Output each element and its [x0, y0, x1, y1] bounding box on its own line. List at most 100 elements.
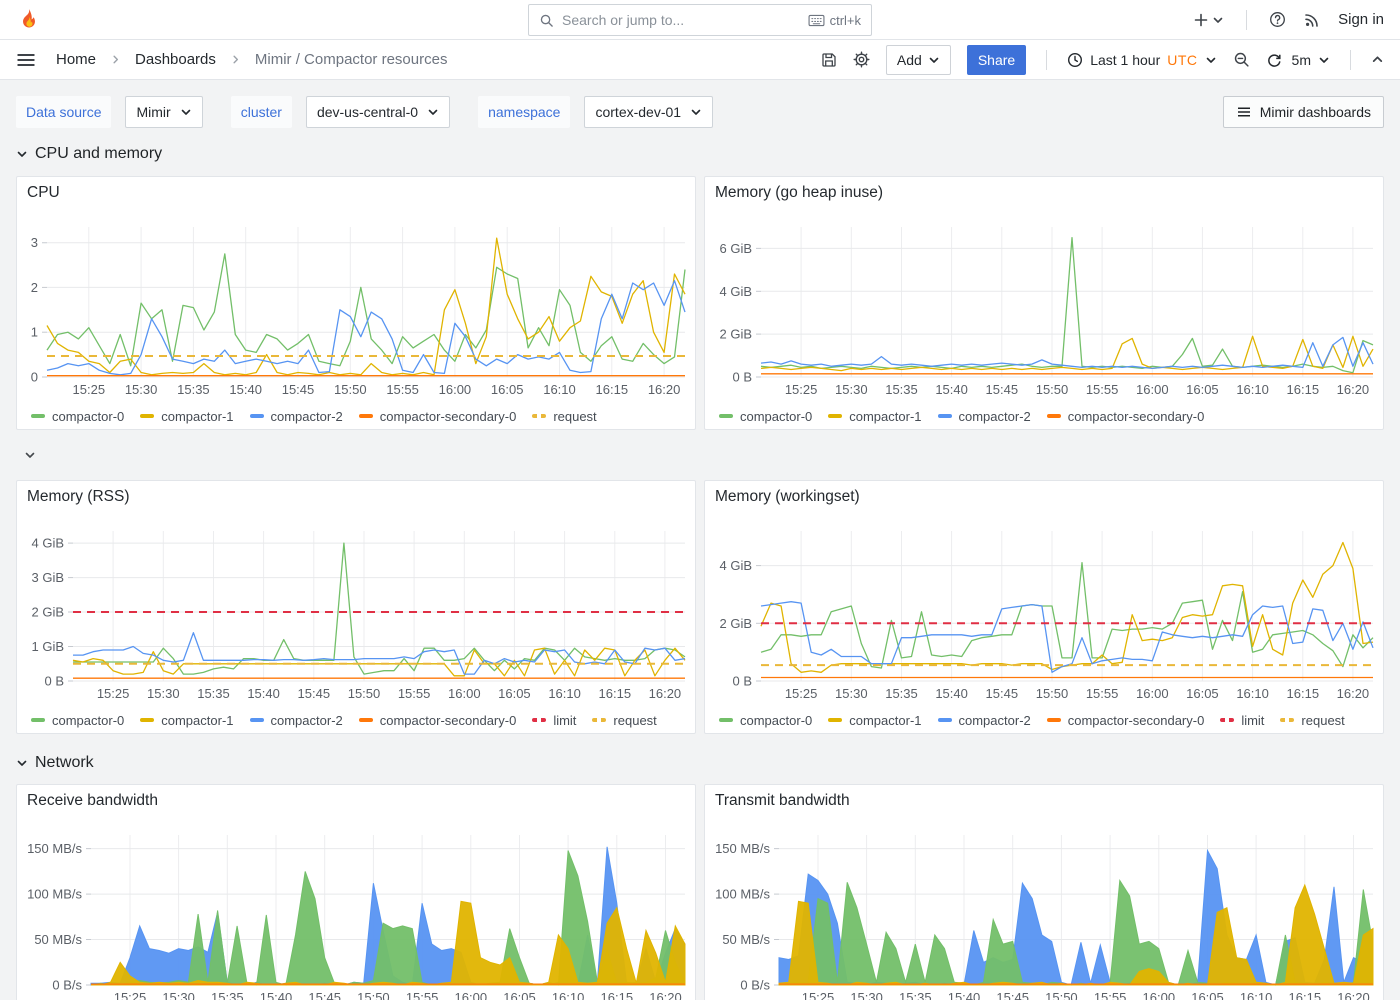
- svg-text:0 B/s: 0 B/s: [52, 978, 82, 993]
- legend-item-compactor-0[interactable]: compactor-0: [719, 713, 812, 728]
- legend-item-compactor-2[interactable]: compactor-2: [937, 409, 1031, 424]
- variable-namespace: namespace cortex-dev-01: [478, 96, 714, 128]
- variable-label-datasource[interactable]: Data source: [16, 96, 112, 128]
- collapse-toolbar-button[interactable]: [1371, 53, 1384, 66]
- svg-text:15:50: 15:50: [1036, 686, 1069, 701]
- legend-swatch: [532, 718, 547, 722]
- svg-text:15:25: 15:25: [97, 686, 130, 701]
- search-input[interactable]: [562, 12, 800, 28]
- grafana-logo-icon[interactable]: [16, 7, 42, 33]
- legend-item-compactor-secondary-0[interactable]: compactor-secondary-0: [358, 409, 516, 424]
- mega-menu-button[interactable]: [16, 50, 36, 70]
- panel-title-cpu[interactable]: CPU: [27, 184, 60, 201]
- chevron-down-icon: [1212, 14, 1224, 26]
- legend-item-compactor-0[interactable]: compactor-0: [31, 409, 124, 424]
- legend-item-limit[interactable]: limit: [1220, 713, 1264, 728]
- dashboard-settings-button[interactable]: [853, 51, 870, 68]
- share-button[interactable]: Share: [966, 44, 1027, 75]
- legend-item-limit[interactable]: limit: [532, 713, 576, 728]
- svg-text:15:45: 15:45: [298, 686, 331, 701]
- mimir-dashboards-button[interactable]: Mimir dashboards: [1222, 96, 1384, 128]
- svg-text:16:15: 16:15: [1289, 990, 1322, 1000]
- legend-item-compactor-secondary-0[interactable]: compactor-secondary-0: [1046, 713, 1204, 728]
- svg-text:0 B/s: 0 B/s: [740, 978, 770, 993]
- panel-transmit-bandwidth: Transmit bandwidth 15:25 15:30 15:35 15:40 1…: [704, 784, 1384, 1000]
- variable-label-cluster[interactable]: cluster: [230, 96, 292, 128]
- time-range-picker[interactable]: Last 1 hour UTC: [1067, 52, 1216, 68]
- gear-icon: [853, 51, 870, 68]
- svg-text:2 GiB: 2 GiB: [31, 605, 64, 620]
- svg-text:15:50: 15:50: [1045, 990, 1078, 1000]
- svg-text:15:55: 15:55: [406, 990, 439, 1000]
- legend-item-compactor-1[interactable]: compactor-1: [828, 409, 922, 424]
- variable-label-namespace[interactable]: namespace: [478, 96, 571, 128]
- zoom-out-time-button[interactable]: [1233, 51, 1250, 68]
- legend-swatch: [592, 718, 607, 722]
- panel-title-receive-bandwidth[interactable]: Receive bandwidth: [27, 792, 158, 809]
- top-nav-actions: Sign in: [1193, 9, 1384, 30]
- breadcrumb-home[interactable]: Home: [56, 51, 97, 68]
- panel-title-memory-workingset[interactable]: Memory (workingset): [715, 488, 860, 505]
- legend-item-compactor-1[interactable]: compactor-1: [828, 713, 922, 728]
- legend-item-compactor-2[interactable]: compactor-2: [249, 409, 343, 424]
- search-box[interactable]: ctrl+k: [528, 4, 872, 36]
- svg-text:15:30: 15:30: [147, 686, 180, 701]
- add-panel-button[interactable]: Add: [885, 44, 951, 75]
- legend-item-compactor-0[interactable]: compactor-0: [719, 409, 812, 424]
- refresh-picker[interactable]: 5m: [1266, 52, 1330, 68]
- row-header-network[interactable]: Network: [16, 750, 1384, 776]
- svg-text:4 GiB: 4 GiB: [719, 558, 752, 573]
- legend-item-compactor-secondary-0[interactable]: compactor-secondary-0: [1046, 409, 1204, 424]
- svg-text:16:05: 16:05: [503, 990, 536, 1000]
- legend-item-compactor-1[interactable]: compactor-1: [140, 713, 234, 728]
- legend-item-request[interactable]: request: [1280, 713, 1345, 728]
- chart-memory-rss[interactable]: 15:25 15:30 15:35 15:40 15:45 15:50 15:55 16:00…: [17, 509, 695, 707]
- variable-value-text: cortex-dev-01: [595, 104, 682, 120]
- panel-title-transmit-bandwidth[interactable]: Transmit bandwidth: [715, 792, 850, 809]
- legend-item-compactor-2[interactable]: compactor-2: [937, 713, 1031, 728]
- legend-item-compactor-0[interactable]: compactor-0: [31, 713, 124, 728]
- chart-transmit-bandwidth[interactable]: 15:25 15:30 15:35 15:40 15:45 15:50 15:55 16:00…: [705, 813, 1383, 1000]
- chart-cpu[interactable]: 15:25 15:30 15:35 15:40 15:45 15:50 15:55 16:00…: [17, 205, 695, 403]
- legend-swatch: [31, 414, 45, 418]
- chart-memory-heap[interactable]: 15:25 15:30 15:35 15:40 15:45 15:50 15:55 16:00…: [705, 205, 1383, 403]
- save-dashboard-button[interactable]: [821, 52, 837, 68]
- svg-text:15:35: 15:35: [885, 382, 918, 397]
- legend-item-compactor-1[interactable]: compactor-1: [140, 409, 234, 424]
- svg-text:15:50: 15:50: [1036, 382, 1069, 397]
- svg-text:0 B: 0 B: [732, 370, 752, 385]
- variable-value-datasource[interactable]: Mimir: [125, 96, 203, 128]
- legend-swatch: [249, 414, 264, 418]
- collapsed-row-toggle[interactable]: [16, 430, 1384, 480]
- new-menu-button[interactable]: [1193, 12, 1224, 28]
- legend-item-request[interactable]: request: [532, 409, 597, 424]
- legend-memory-heap: compactor-0 compactor-1 compactor-2 compact…: [705, 403, 1383, 429]
- search-icon: [539, 13, 554, 28]
- legend-item-request[interactable]: request: [592, 713, 657, 728]
- row-header-cpu-memory[interactable]: CPU and memory: [16, 142, 1384, 166]
- legend-item-compactor-2[interactable]: compactor-2: [249, 713, 343, 728]
- legend-swatch: [532, 414, 547, 418]
- legend-swatch: [31, 718, 45, 722]
- panel-title-memory-rss[interactable]: Memory (RSS): [27, 488, 130, 505]
- news-button[interactable]: [1304, 12, 1320, 28]
- svg-text:16:05: 16:05: [1191, 990, 1224, 1000]
- help-button[interactable]: [1269, 11, 1286, 28]
- svg-text:3: 3: [31, 235, 38, 250]
- svg-text:15:40: 15:40: [260, 990, 293, 1000]
- svg-text:15:25: 15:25: [785, 382, 818, 397]
- variable-value-text: Mimir: [136, 104, 171, 120]
- variable-value-cluster[interactable]: dev-us-central-0: [305, 96, 451, 128]
- panel-row-3: Receive bandwidth 15:25 15:30 15:35 15:40 15…: [16, 784, 1384, 1000]
- legend-item-compactor-secondary-0[interactable]: compactor-secondary-0: [358, 713, 516, 728]
- chart-receive-bandwidth[interactable]: 15:25 15:30 15:35 15:40 15:45 15:50 15:55 16:00…: [17, 813, 695, 1000]
- variable-value-namespace[interactable]: cortex-dev-01: [584, 96, 714, 128]
- toolbar-actions: Add Share Last 1 hour UTC 5m: [821, 44, 1384, 75]
- breadcrumb-dashboards[interactable]: Dashboards: [135, 51, 216, 68]
- chart-memory-workingset[interactable]: 15:25 15:30 15:35 15:40 15:45 15:50 15:55 16:00…: [705, 509, 1383, 707]
- sign-in-link[interactable]: Sign in: [1338, 11, 1384, 28]
- rss-icon: [1304, 12, 1320, 28]
- breadcrumb-separator-icon: [230, 54, 241, 65]
- panel-title-memory-heap[interactable]: Memory (go heap inuse): [715, 184, 883, 201]
- svg-text:16:20: 16:20: [648, 382, 681, 397]
